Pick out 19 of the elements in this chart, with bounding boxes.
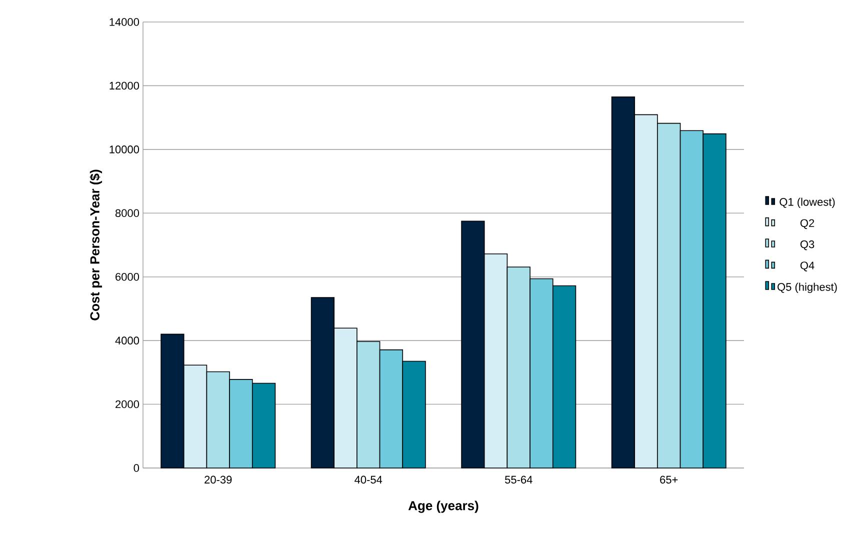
y-tick-label: 14000	[110, 18, 140, 26]
y-tick-label: 0	[134, 464, 140, 472]
y-tick-label: 6000	[116, 272, 140, 281]
y-tick-label: 10000	[110, 146, 140, 154]
y-tick-label: 12000	[110, 82, 140, 90]
x-axis-title: Age (years)	[408, 500, 478, 513]
y-tick-label: 4000	[115, 336, 140, 344]
x-tick-label: 55-64	[504, 476, 532, 484]
x-tick-label: 65+	[660, 476, 678, 484]
legend-label: Q3	[800, 240, 814, 250]
legend-label: Q1 (lowest)	[780, 198, 835, 208]
y-tick-label: 2000	[116, 400, 140, 408]
legend-label: Q5 (highest)	[778, 282, 837, 294]
legend-label: Q2	[800, 219, 814, 229]
y-axis-title: Cost per Person-Year ($)	[90, 170, 102, 320]
x-tick-label: 20-39	[204, 476, 232, 484]
x-tick-label: 40-54	[354, 476, 382, 484]
legend-label: Q4	[800, 262, 814, 272]
y-tick-label: 8000	[115, 209, 140, 218]
